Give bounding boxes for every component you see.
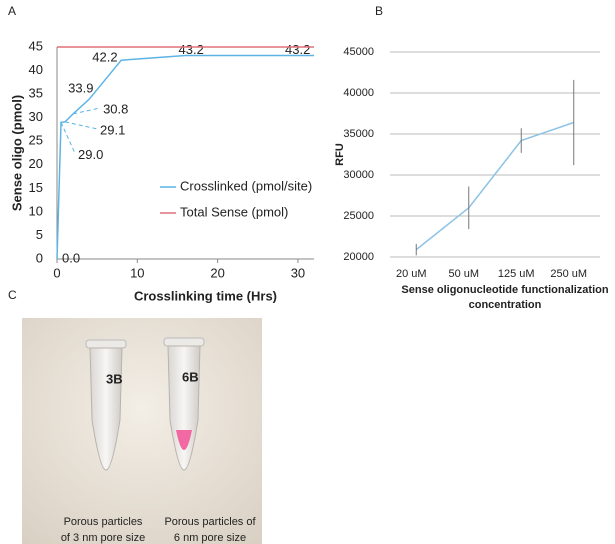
panel-label: C: [8, 288, 17, 302]
y-tick-label: 10: [29, 203, 43, 218]
y-axis-label: RFU: [334, 143, 346, 166]
y-tick-label: 20000: [343, 251, 374, 263]
value-label: 30.8: [103, 101, 128, 116]
value-label: 29.0: [78, 147, 103, 162]
y-tick-label: 25000: [343, 210, 374, 222]
svg-text:3B: 3B: [106, 371, 123, 386]
photo-caption: 6 nm pore size: [174, 532, 246, 544]
legend-label: Crosslinked (pmol/site): [180, 178, 312, 193]
value-label: 29.1: [100, 122, 125, 137]
y-tick-label: 45000: [343, 46, 374, 58]
page: 3B 6B A 0 5 10 15 20 25 30 35 40 45 0 10 20 30 Crosslin…: [0, 0, 615, 544]
y-axis-label: Sense oligo (pmol): [9, 95, 24, 211]
y-tick-label: 25: [29, 133, 43, 148]
y-tick-label: 15: [29, 180, 43, 195]
panel-label: B: [375, 4, 383, 18]
y-tick-label: 0: [36, 250, 43, 265]
x-tick-label: 20: [210, 265, 224, 280]
panel-label: A: [8, 4, 16, 18]
legend-label: Total Sense (pmol): [180, 204, 288, 219]
value-label: 42.2: [92, 50, 117, 65]
x-tick-label: 20 uM: [396, 268, 427, 280]
x-tick-label: 50 uM: [448, 268, 479, 280]
x-axis-label: concentration: [469, 299, 542, 311]
x-tick-label: 250 uM: [550, 268, 587, 280]
photo-caption: of 3 nm pore size: [61, 532, 145, 544]
leader-line: [65, 122, 97, 129]
x-axis-label: Crosslinking time (Hrs): [134, 288, 277, 303]
value-label: 43.2: [285, 42, 310, 57]
y-tick-label: 35: [29, 86, 43, 101]
photo: 3B 6B: [22, 318, 262, 544]
x-tick-label: 10: [130, 265, 144, 280]
photo-caption: Porous particles: [64, 516, 143, 528]
x-tick-label: 30: [291, 265, 305, 280]
y-tick-label: 30000: [343, 169, 374, 181]
y-tick-label: 5: [36, 227, 43, 242]
value-label: 43.2: [179, 42, 204, 57]
value-label: 33.9: [68, 81, 93, 96]
y-tick-label: 20: [29, 156, 43, 171]
x-axis-label: Sense oligonucleotide functionalization: [401, 284, 608, 296]
x-tick-label: 125 uM: [498, 268, 535, 280]
value-label: 0.0: [62, 250, 80, 265]
data-line: [416, 123, 574, 250]
svg-text:6B: 6B: [182, 369, 199, 384]
figure: 3B 6B A 0 5 10 15 20 25 30 35 40 45 0 10 20 30 Crosslin…: [0, 0, 615, 544]
leader-line: [61, 122, 75, 153]
y-tick-label: 40: [29, 62, 43, 77]
y-tick-label: 35000: [343, 128, 374, 140]
y-tick-label: 30: [29, 109, 43, 124]
y-tick-label: 40000: [343, 87, 374, 99]
y-tick-label: 45: [29, 38, 43, 53]
x-tick-label: 0: [53, 265, 60, 280]
photo-caption: Porous particles of: [164, 516, 256, 528]
photo-background: [22, 318, 262, 544]
